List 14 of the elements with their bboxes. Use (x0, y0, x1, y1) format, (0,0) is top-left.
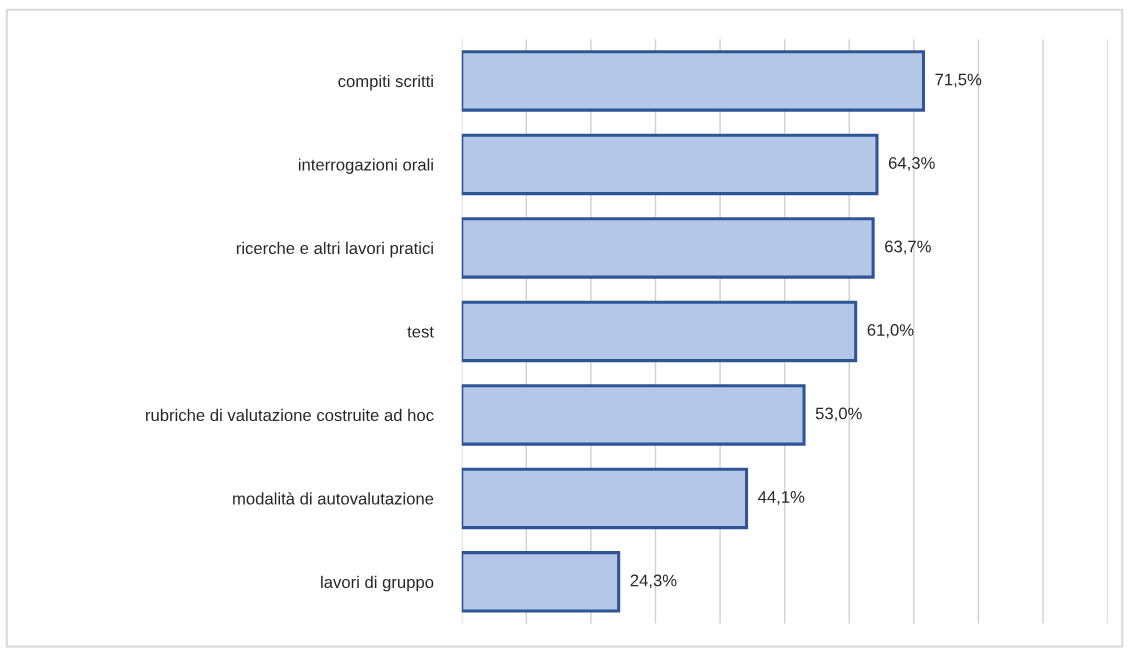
y-tick-label: rubriche di valutazione costruite ad hoc (146, 408, 434, 422)
y-tick-label: compiti scritti (338, 74, 433, 91)
y-tick-label: ricerche e altri lavori pratici (236, 241, 433, 258)
data-label: 61,0% (867, 324, 914, 338)
data-label: 63,7% (885, 240, 931, 255)
data-label: 53,0% (815, 407, 862, 422)
y-tick-label: test (407, 326, 434, 338)
y-tick-label: lavori di gruppo (321, 575, 434, 592)
data-label: 24,3% (630, 574, 677, 589)
data-label: 71,5% (935, 73, 982, 88)
y-tick-label: interrogazioni orali (298, 158, 433, 174)
data-label: 64,3% (888, 157, 935, 171)
y-tick-label: modalità di autovalutazione (233, 492, 434, 505)
data-label: 44,1% (758, 491, 805, 505)
